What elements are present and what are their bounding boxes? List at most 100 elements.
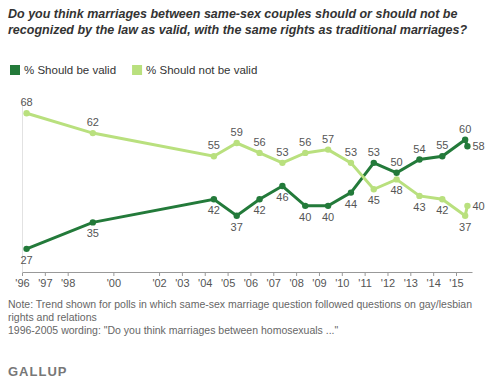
x-tick-mark	[410, 272, 411, 276]
y-axis	[22, 101, 23, 273]
point	[234, 213, 240, 219]
series-line	[27, 113, 468, 216]
point	[439, 196, 445, 202]
legend-swatch	[10, 65, 20, 75]
x-tick-label: '13	[404, 277, 418, 289]
data-label: 68	[20, 96, 32, 108]
data-label: 55	[436, 139, 448, 151]
x-tick-label: '96	[15, 277, 29, 289]
x-tick: '03	[175, 272, 189, 289]
point	[90, 219, 96, 225]
point	[393, 170, 399, 176]
x-axis-line	[23, 272, 473, 273]
data-label: 53	[345, 146, 357, 158]
text-line: 1996-2005 wording: "Do you think marriag…	[8, 324, 338, 336]
data-label: 42	[208, 204, 220, 216]
point	[256, 196, 262, 202]
point	[211, 153, 217, 159]
data-label: 45	[368, 194, 380, 206]
x-tick: '05	[221, 272, 235, 289]
x-tick-label: '14	[426, 277, 440, 289]
x-tick-mark	[113, 272, 114, 276]
legend-label: % Should be valid	[24, 64, 116, 76]
text-line: Do you think marriages between same-sex …	[8, 7, 457, 21]
point	[439, 153, 445, 159]
x-tick-mark	[319, 272, 320, 276]
text-line: rights and relations	[8, 311, 97, 323]
point	[23, 246, 29, 252]
point	[416, 193, 422, 199]
data-label: 50	[390, 156, 402, 168]
x-tick-label: '03	[175, 277, 189, 289]
data-label: 56	[299, 136, 311, 148]
x-tick-label: '06	[244, 277, 258, 289]
point	[279, 160, 285, 166]
point	[234, 140, 240, 146]
x-tick-label: '10	[335, 277, 349, 289]
data-label: 53	[276, 146, 288, 158]
point	[348, 189, 354, 195]
legend-label: % Should not be valid	[146, 64, 257, 76]
x-tick-label: '05	[221, 277, 235, 289]
data-label: 46	[276, 191, 288, 203]
note: Note: Trend shown for polls in which sam…	[8, 298, 472, 323]
x-tick-mark	[228, 272, 229, 276]
x-tick-label: '15	[449, 277, 463, 289]
x-tick-mark	[273, 272, 274, 276]
x-tick-label: '04	[198, 277, 212, 289]
point	[302, 203, 308, 209]
x-tick-label: '12	[381, 277, 395, 289]
point	[371, 160, 377, 166]
point	[90, 130, 96, 136]
x-tick-label: '02	[152, 277, 166, 289]
x-tick: '00	[107, 272, 121, 289]
data-label: 58	[472, 140, 484, 152]
x-tick-mark	[296, 272, 297, 276]
x-tick-label: '08	[289, 277, 303, 289]
point	[302, 150, 308, 156]
x-tick: '12	[381, 272, 395, 289]
data-label: 57	[322, 133, 334, 145]
x-tick: '09	[312, 272, 326, 289]
x-tick-mark	[342, 272, 343, 276]
x-tick: '14	[426, 272, 440, 289]
x-tick: '08	[289, 272, 303, 289]
point	[416, 156, 422, 162]
text-line: Note: Trend shown for polls in which sam…	[8, 298, 472, 310]
point	[464, 143, 470, 149]
data-label: 60	[459, 123, 471, 135]
data-label: 42	[253, 204, 265, 216]
note: 1996-2005 wording: "Do you think marriag…	[8, 324, 338, 336]
data-label: 44	[345, 198, 357, 210]
chart: Do you think marriages between same-sex …	[0, 0, 494, 384]
x-tick: '04	[198, 272, 212, 289]
x-tick-label: '00	[107, 277, 121, 289]
x-tick: '06	[244, 272, 258, 289]
data-label: 54	[413, 143, 425, 155]
x-tick-label: '97	[38, 277, 52, 289]
data-label: 48	[390, 184, 402, 196]
x-tick-label: '11	[358, 277, 372, 289]
point	[371, 186, 377, 192]
x-tick: '98	[61, 272, 75, 289]
x-tick: '96	[15, 272, 29, 289]
x-tick-mark	[433, 272, 434, 276]
x-tick: '97	[38, 272, 52, 289]
y-axis-line	[22, 101, 23, 273]
x-tick-mark	[22, 272, 23, 276]
x-tick-label: '98	[61, 277, 75, 289]
data-label: 37	[231, 221, 243, 233]
x-tick: '02	[152, 272, 166, 289]
point	[279, 183, 285, 189]
data-label: 53	[368, 146, 380, 158]
legend-swatch	[132, 65, 142, 75]
point	[23, 110, 29, 116]
data-label: 37	[459, 221, 471, 233]
point	[325, 146, 331, 152]
data-label: 27	[20, 254, 32, 266]
x-tick-mark	[159, 272, 160, 276]
x-tick-mark	[250, 272, 251, 276]
x-tick-mark	[182, 272, 183, 276]
series-line	[27, 140, 468, 249]
point	[348, 160, 354, 166]
